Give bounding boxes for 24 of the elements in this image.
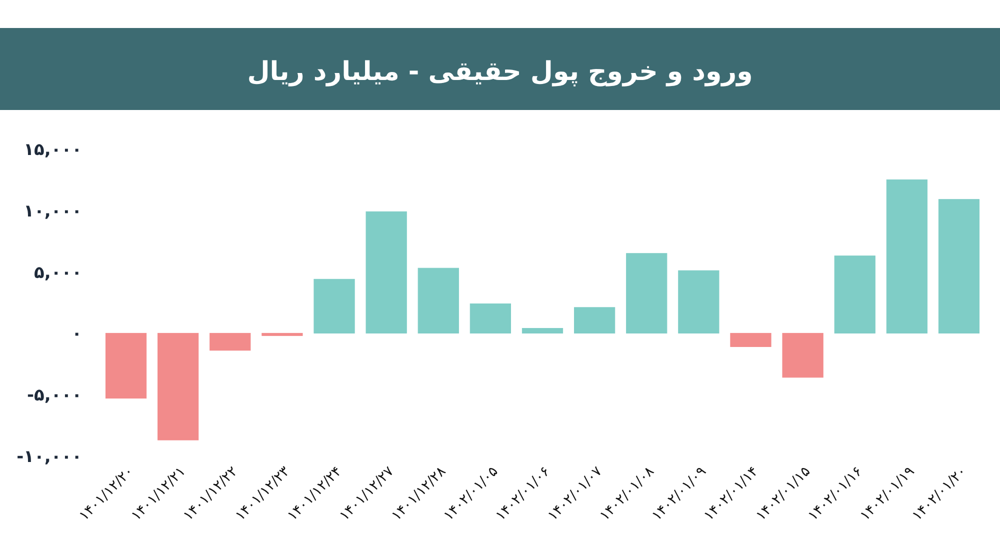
bar bbox=[678, 270, 720, 334]
bar bbox=[262, 332, 303, 336]
y-tick-label: ۱۰,۰۰۰ bbox=[24, 201, 82, 222]
bar bbox=[886, 179, 928, 334]
y-tick-label: ۱۵,۰۰۰ bbox=[24, 140, 82, 160]
y-tick-label: ۰ bbox=[72, 324, 82, 344]
y-tick-label: -۱۰,۰۰۰ bbox=[16, 447, 82, 467]
bar bbox=[470, 303, 511, 334]
bar bbox=[574, 307, 616, 334]
bar bbox=[522, 328, 564, 334]
bar bbox=[105, 332, 147, 399]
y-tick-label: ۵,۰۰۰ bbox=[34, 262, 82, 283]
y-tick-label: -۵,۰۰۰ bbox=[26, 386, 82, 406]
chart-title: ورود و خروج پول حقیقی - میلیارد ریال bbox=[247, 57, 753, 87]
bar bbox=[158, 332, 199, 440]
bar bbox=[938, 199, 980, 334]
bar bbox=[834, 256, 876, 334]
bar bbox=[418, 268, 459, 334]
bar bbox=[626, 253, 668, 334]
bar bbox=[366, 211, 407, 334]
bar bbox=[782, 332, 824, 378]
bar bbox=[314, 278, 355, 334]
bar bbox=[210, 332, 251, 351]
bar bbox=[730, 332, 772, 347]
